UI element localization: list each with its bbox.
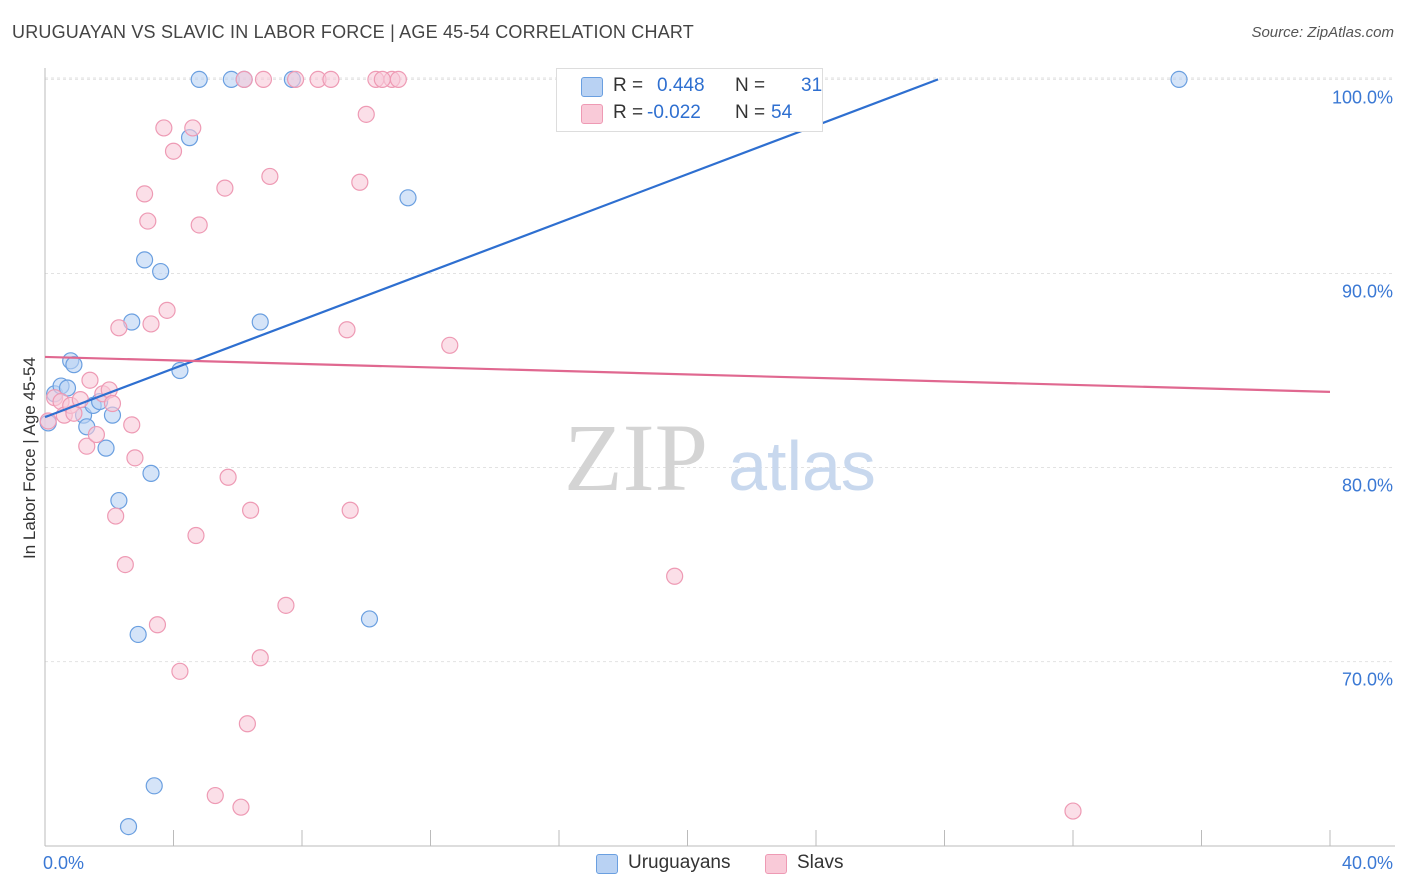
source-label: Source: ZipAtlas.com bbox=[1251, 24, 1394, 41]
slav-trend-line bbox=[44, 355, 1331, 393]
axes bbox=[44, 68, 1395, 847]
slav-point bbox=[135, 185, 154, 203]
slav-point bbox=[254, 70, 273, 89]
uruguayan-point bbox=[97, 439, 115, 457]
slav-point bbox=[286, 70, 305, 89]
watermark: ZIP atlas bbox=[564, 404, 876, 511]
legend-r-label: R = bbox=[613, 75, 644, 96]
legend-n-label: N = bbox=[735, 75, 766, 96]
gridlines bbox=[45, 77, 1395, 663]
trend-lines bbox=[44, 78, 1331, 419]
y-tick-label: 100.0% bbox=[1332, 87, 1393, 107]
tick-labels: 70.0% 80.0% 90.0% 100.0% 0.0% 40.0% bbox=[43, 87, 1393, 873]
slav-point bbox=[39, 412, 57, 430]
slav-point bbox=[164, 142, 183, 160]
slav-point bbox=[666, 567, 684, 585]
slav-point bbox=[251, 649, 269, 667]
legend-n-value: 54 bbox=[771, 102, 793, 123]
slav-point bbox=[373, 70, 391, 89]
slav-point bbox=[81, 371, 99, 389]
y-tick-label: 90.0% bbox=[1342, 281, 1393, 301]
slav-point bbox=[232, 798, 250, 816]
bottom-legend-label: Slavs bbox=[797, 852, 844, 873]
slav-point bbox=[110, 319, 128, 337]
uruguayan-point bbox=[142, 464, 160, 482]
slav-point bbox=[389, 70, 407, 89]
x-tick-label: 40.0% bbox=[1342, 853, 1393, 873]
slavs-swatch bbox=[765, 854, 787, 874]
legend-r-value: 0.448 bbox=[657, 75, 705, 96]
slav-point bbox=[261, 167, 279, 186]
slav-point bbox=[158, 301, 176, 319]
legend-r-value: -0.022 bbox=[647, 102, 701, 123]
slav-point bbox=[155, 119, 173, 137]
slav-point bbox=[142, 315, 160, 333]
slav-point bbox=[441, 336, 459, 354]
legend-n-label: N = bbox=[735, 102, 766, 123]
bottom-legend-label: Uruguayans bbox=[628, 852, 731, 873]
legend-n-value: 31 bbox=[801, 75, 823, 96]
slav-point bbox=[277, 596, 295, 614]
uruguayan-point bbox=[110, 491, 128, 510]
uruguayan-point bbox=[129, 625, 147, 644]
slav-point bbox=[139, 212, 157, 230]
slav-point bbox=[171, 662, 189, 680]
chart-title: URUGUAYAN VS SLAVIC IN LABOR FORCE | AGE… bbox=[12, 22, 694, 42]
slav-point bbox=[357, 105, 375, 123]
slav-point bbox=[242, 501, 260, 519]
x-tick-label: 0.0% bbox=[43, 853, 84, 873]
uruguayan-point bbox=[1170, 70, 1188, 89]
y-tick-label: 70.0% bbox=[1342, 670, 1393, 690]
slav-point bbox=[126, 449, 144, 467]
slavs-swatch bbox=[581, 104, 603, 124]
slav-point bbox=[338, 321, 356, 339]
slav-point bbox=[341, 501, 359, 519]
uruguayan-point bbox=[65, 356, 83, 374]
slav-point bbox=[116, 555, 134, 574]
slav-point bbox=[219, 468, 237, 486]
slav-point bbox=[351, 173, 369, 191]
uruguayan-point bbox=[119, 817, 138, 836]
slav-point bbox=[187, 526, 205, 545]
legend-r-label: R = bbox=[613, 102, 644, 123]
slav-point bbox=[103, 394, 122, 413]
uruguayan-point bbox=[251, 313, 269, 331]
legend-box: R = 0.448 N = 31 R = -0.022 N = 54 bbox=[556, 68, 823, 132]
watermark-atlas: atlas bbox=[728, 427, 876, 505]
slav-point bbox=[190, 216, 208, 234]
slav-point bbox=[148, 616, 167, 634]
slav-point bbox=[1064, 802, 1082, 820]
uruguayan-point bbox=[360, 610, 379, 628]
slav-point bbox=[235, 70, 253, 89]
slav-point bbox=[184, 119, 202, 137]
watermark-zip: ZIP bbox=[564, 404, 708, 511]
uruguayan-point bbox=[399, 189, 417, 207]
slav-point bbox=[238, 715, 256, 733]
uruguayan-point bbox=[152, 262, 170, 281]
uruguayans-swatch bbox=[581, 77, 603, 97]
slav-point bbox=[123, 416, 141, 434]
uruguayan-point bbox=[190, 70, 208, 89]
uruguayans-swatch bbox=[596, 854, 618, 874]
slav-point bbox=[322, 70, 340, 89]
uruguayan-point bbox=[145, 777, 163, 795]
slav-point bbox=[206, 786, 224, 805]
y-tick-label: 80.0% bbox=[1342, 476, 1393, 496]
slav-point bbox=[87, 425, 106, 444]
slav-point bbox=[216, 179, 234, 197]
uruguayan-point bbox=[135, 251, 154, 269]
slav-point bbox=[107, 507, 125, 525]
slav-point bbox=[78, 437, 96, 455]
